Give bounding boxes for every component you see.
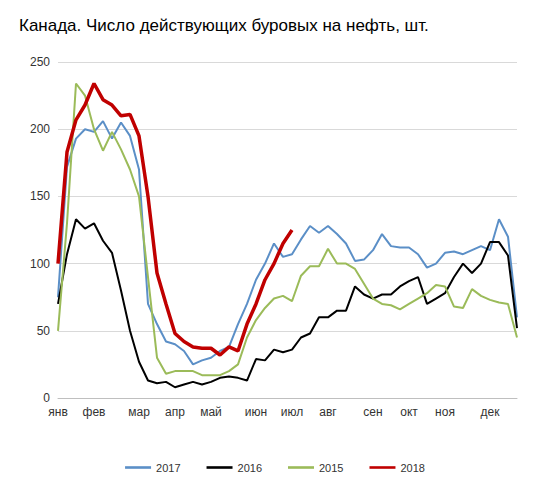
svg-text:250: 250	[30, 55, 50, 69]
svg-text:2015: 2015	[319, 462, 343, 474]
svg-text:Канада. Число действующих буро: Канада. Число действующих буровых на неф…	[19, 16, 429, 35]
svg-text:окт: окт	[400, 405, 418, 419]
svg-text:мар: мар	[128, 405, 150, 419]
svg-text:2018: 2018	[400, 462, 424, 474]
svg-text:100: 100	[30, 257, 50, 271]
svg-text:150: 150	[30, 189, 50, 203]
svg-text:май: май	[200, 405, 222, 419]
svg-text:сен: сен	[363, 405, 382, 419]
svg-text:ноя: ноя	[435, 405, 455, 419]
svg-text:2016: 2016	[238, 462, 262, 474]
svg-text:0: 0	[43, 391, 50, 405]
svg-text:апр: апр	[165, 405, 185, 419]
svg-text:авг: авг	[319, 405, 337, 419]
svg-text:июл: июл	[281, 405, 303, 419]
svg-text:50: 50	[37, 324, 51, 338]
svg-text:дек: дек	[481, 405, 501, 419]
svg-text:2017: 2017	[156, 462, 180, 474]
svg-text:янв: янв	[48, 405, 68, 419]
svg-text:200: 200	[30, 122, 50, 136]
svg-text:июн: июн	[245, 405, 267, 419]
svg-text:фев: фев	[83, 405, 106, 419]
